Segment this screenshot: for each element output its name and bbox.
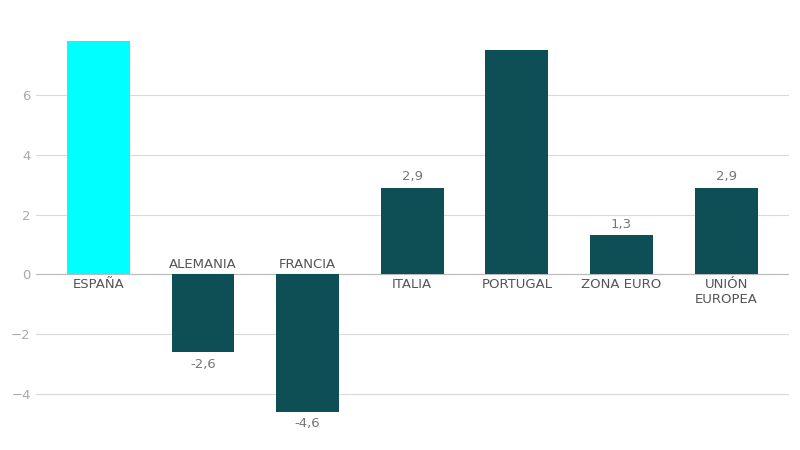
Text: FRANCIA: FRANCIA (279, 258, 336, 271)
Text: ZONA EURO: ZONA EURO (582, 278, 662, 291)
Bar (694, 188, 758, 274)
Bar (590, 235, 653, 274)
Text: 1,3: 1,3 (611, 218, 632, 231)
Text: UNIÓN
EUROPEA: UNIÓN EUROPEA (694, 278, 758, 306)
Bar (276, 274, 339, 412)
Text: ALEMANIA: ALEMANIA (169, 258, 237, 271)
Text: PORTUGAL: PORTUGAL (482, 278, 552, 291)
Text: -4,6: -4,6 (295, 417, 321, 430)
Text: 2,9: 2,9 (716, 170, 737, 183)
Text: ESPAÑA: ESPAÑA (73, 278, 124, 291)
Text: 2,9: 2,9 (402, 170, 422, 183)
Bar (172, 274, 234, 352)
Text: ITALIA: ITALIA (392, 278, 432, 291)
Bar (486, 50, 548, 274)
Bar (67, 41, 130, 274)
Bar (381, 188, 444, 274)
Text: -2,6: -2,6 (190, 357, 216, 370)
